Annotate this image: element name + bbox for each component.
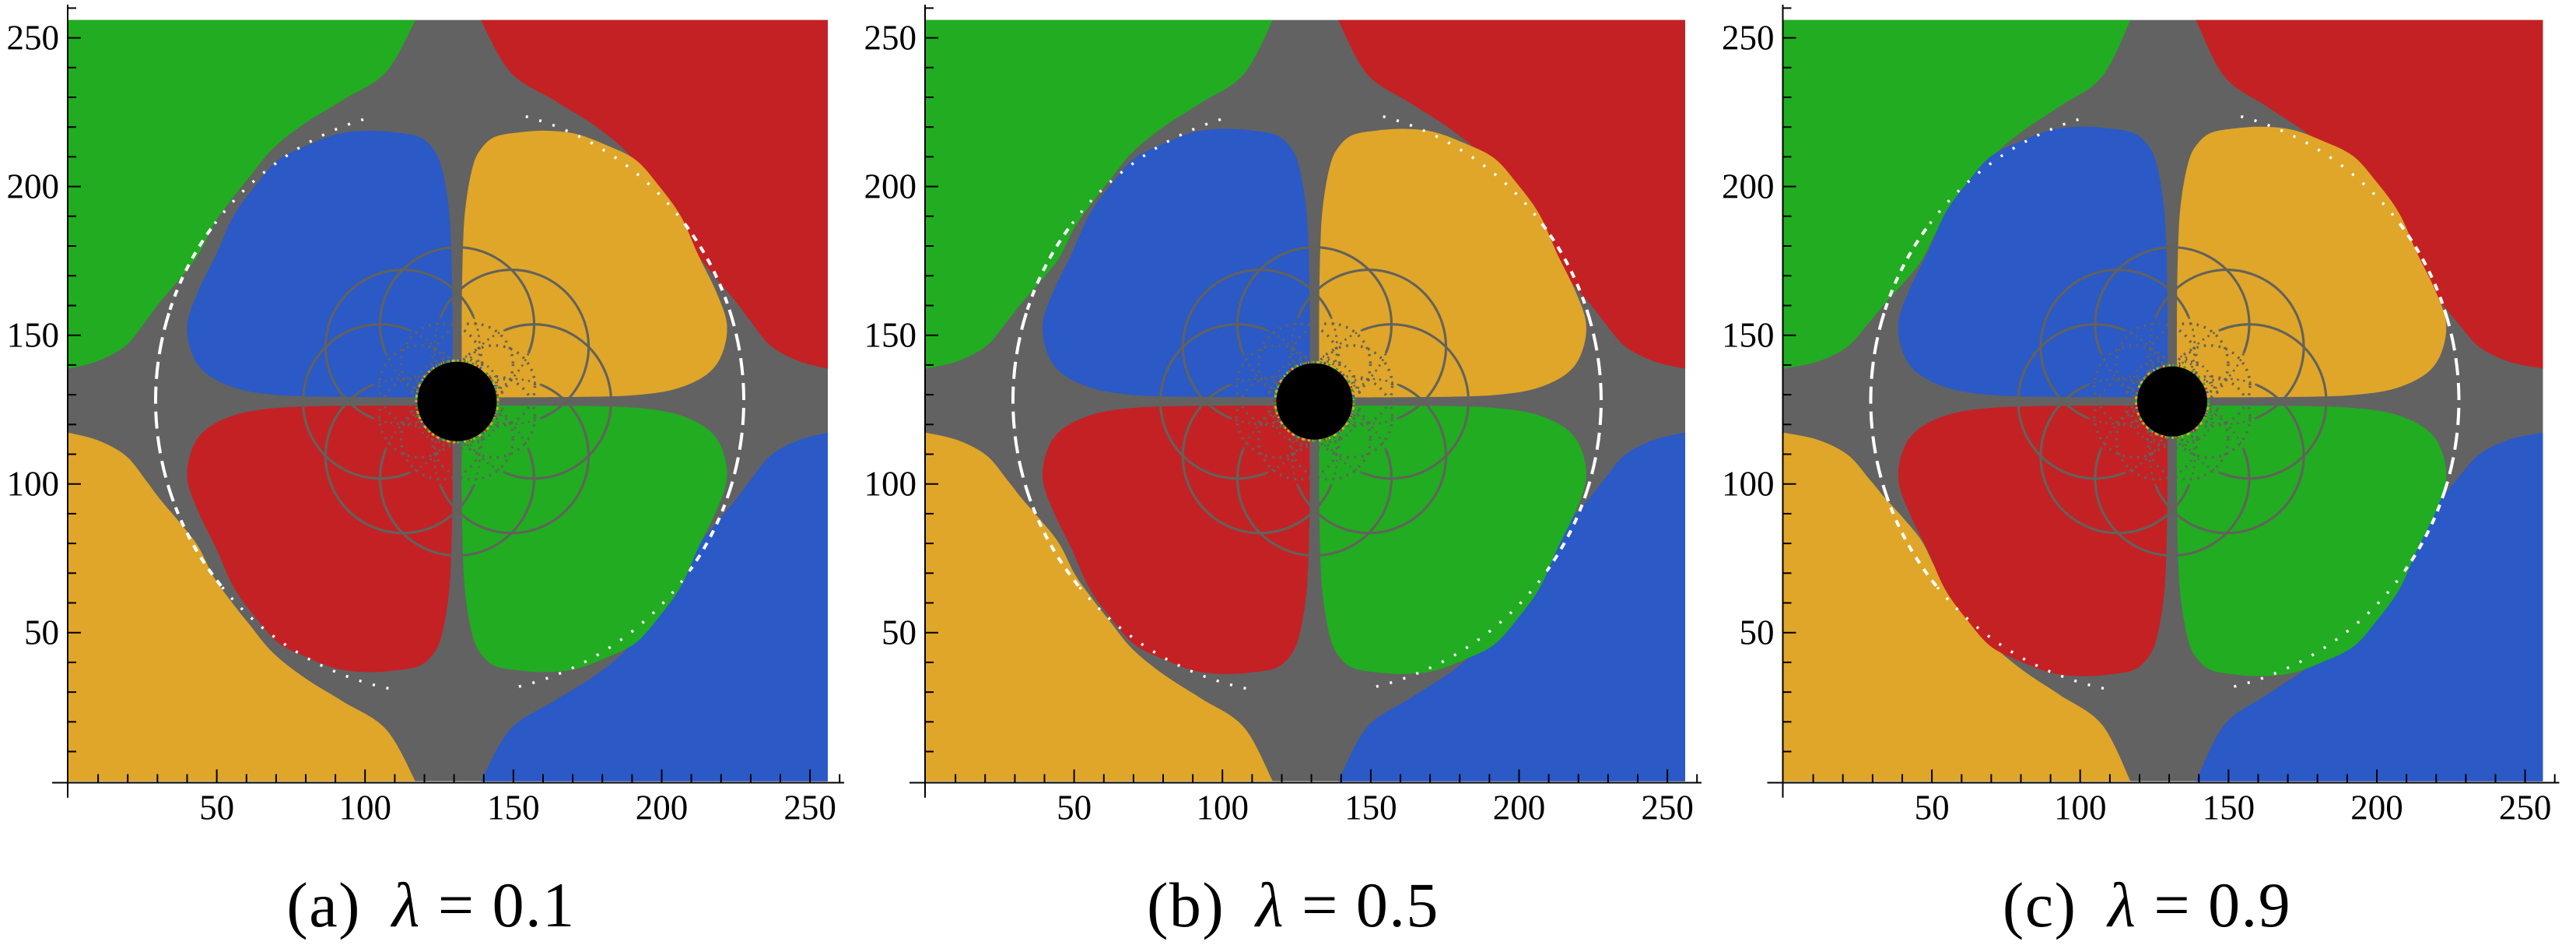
svg-text:250: 250 bbox=[1641, 789, 1694, 827]
svg-text:150: 150 bbox=[1722, 316, 1775, 355]
svg-text:100: 100 bbox=[1196, 789, 1249, 827]
svg-text:50: 50 bbox=[199, 789, 234, 827]
svg-text:(c) λ = 0.9: (c) λ = 0.9 bbox=[2003, 869, 2291, 940]
svg-text:200: 200 bbox=[7, 167, 60, 206]
svg-text:200: 200 bbox=[1493, 789, 1546, 827]
svg-text:200: 200 bbox=[636, 789, 689, 827]
svg-text:250: 250 bbox=[864, 19, 917, 58]
svg-text:150: 150 bbox=[864, 316, 917, 355]
svg-text:100: 100 bbox=[338, 789, 391, 827]
svg-text:150: 150 bbox=[1344, 789, 1397, 827]
svg-text:250: 250 bbox=[2499, 789, 2552, 827]
svg-text:250: 250 bbox=[783, 789, 836, 827]
svg-text:200: 200 bbox=[2350, 789, 2403, 827]
svg-text:50: 50 bbox=[24, 613, 59, 652]
svg-text:50: 50 bbox=[881, 613, 916, 652]
svg-text:100: 100 bbox=[864, 465, 917, 504]
svg-text:150: 150 bbox=[487, 789, 540, 827]
svg-text:250: 250 bbox=[7, 19, 60, 58]
svg-text:100: 100 bbox=[2054, 789, 2107, 827]
svg-text:100: 100 bbox=[7, 465, 60, 504]
svg-text:50: 50 bbox=[1740, 613, 1775, 652]
svg-text:150: 150 bbox=[2203, 789, 2255, 827]
svg-text:200: 200 bbox=[1722, 167, 1775, 206]
svg-text:(b) λ = 0.5: (b) λ = 0.5 bbox=[1147, 869, 1439, 940]
svg-text:100: 100 bbox=[1722, 465, 1775, 504]
svg-text:50: 50 bbox=[1915, 789, 1950, 827]
svg-text:150: 150 bbox=[7, 316, 60, 355]
svg-text:50: 50 bbox=[1057, 789, 1092, 827]
svg-text:200: 200 bbox=[864, 167, 917, 206]
svg-text:(a) λ = 0.1: (a) λ = 0.1 bbox=[286, 869, 575, 940]
svg-text:250: 250 bbox=[1722, 19, 1775, 58]
